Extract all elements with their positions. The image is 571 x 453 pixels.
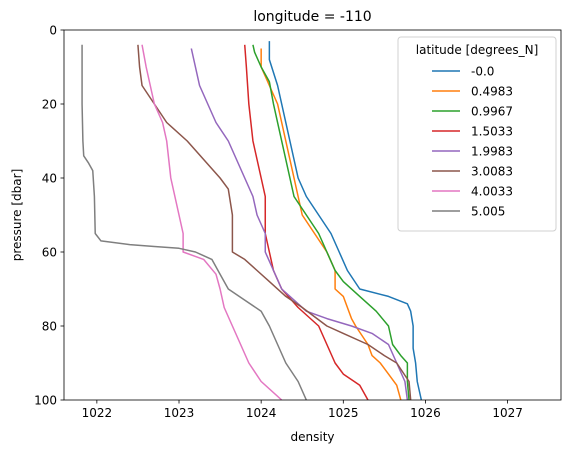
series-line-7 [81,44,308,400]
y-tick-label-2: 40 [42,171,57,185]
series-line-0 [268,41,423,400]
series-line-4 [190,48,409,400]
y-tick-label-4: 80 [42,319,57,333]
series-line-2 [252,44,410,400]
legend-label-1: 0.4983 [471,84,513,98]
legend-label-0: -0.0 [471,64,494,78]
x-tick-label-5: 1027 [492,406,523,420]
legend: latitude [degrees_N] -0.0 0.4983 0.9967 1.50… [397,36,557,232]
x-tick-label-3: 1025 [328,406,359,420]
x-tick-label-0: 1022 [82,406,113,420]
legend-label-5: 3.0083 [471,164,513,178]
x-tick-label-2: 1024 [246,406,277,420]
axes: 1022 1023 1024 1025 1026 1027 0 20 40 60 80 100 [34,23,562,420]
x-tick-label-4: 1026 [410,406,441,420]
series-line-6 [141,44,283,400]
series-line-1 [260,48,402,400]
plot-area [81,41,423,400]
legend-label-7: 5.005 [471,204,505,218]
legend-label-2: 0.9967 [471,104,513,118]
legend-title: latitude [degrees_N] [416,43,539,57]
x-axis-label: density [291,430,335,444]
series-line-5 [137,44,412,400]
y-axis-label: pressure [dbar] [10,169,24,262]
legend-box [397,36,557,232]
chart-title: longitude = -110 [253,9,371,25]
legend-label-6: 4.0033 [471,184,513,198]
y-tick-label-0: 0 [49,23,57,37]
legend-label-4: 1.9983 [471,144,513,158]
x-tick-label-1: 1023 [164,406,195,420]
y-tick-label-3: 60 [42,245,57,259]
axes-frame [63,29,562,401]
y-tick-label-1: 20 [42,97,57,111]
legend-label-3: 1.5033 [471,124,513,138]
y-tick-label-5: 100 [34,393,57,407]
